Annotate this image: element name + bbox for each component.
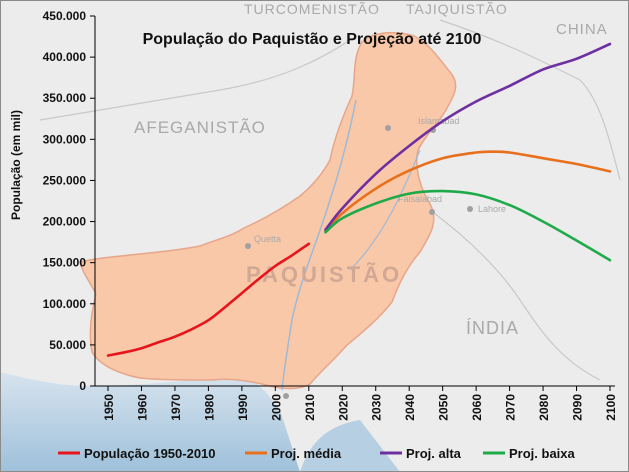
- x-tick-label: 2080: [537, 394, 551, 421]
- x-tick-label: 2020: [336, 394, 350, 421]
- x-tick-label: 1960: [135, 394, 149, 421]
- y-tick-label: 200.000: [43, 215, 87, 229]
- map-label-quetta: Quetta: [254, 234, 281, 244]
- indus-river: [281, 99, 357, 391]
- y-axis-label: População (em mil): [9, 110, 23, 220]
- x-tick-label: 2040: [403, 394, 417, 421]
- x-tick-label: 1990: [236, 394, 250, 421]
- map-label-paquistao: PAQUISTÃO: [246, 262, 402, 287]
- map-label-neighbor-ne: TAJIQUISTÃO: [406, 1, 508, 17]
- x-tick-label: 2000: [269, 394, 283, 421]
- map-label-neighbor-nw: TURCOMENISTÃO: [244, 1, 380, 17]
- map-label-faisalabad: Faisalabad: [398, 194, 442, 204]
- map-label-afeganistao: AFEGANISTÃO: [134, 118, 266, 137]
- series-line-2: [324, 42, 612, 232]
- legend: População 1950-2010 Proj. média Proj. alta…: [58, 446, 576, 461]
- x-tick-label: 2100: [604, 394, 618, 421]
- city-dot-north: [385, 125, 391, 131]
- x-tick-label: 2050: [437, 394, 451, 421]
- y-tick-label: 300.000: [43, 132, 87, 146]
- y-tick-label: 0: [79, 379, 86, 393]
- city-dot-south: [283, 393, 289, 399]
- chart-series: [106, 42, 612, 357]
- x-tick-label: 2070: [504, 394, 518, 421]
- y-tick-label: 400.000: [43, 50, 87, 64]
- y-tick-label: 100.000: [43, 297, 87, 311]
- x-tick-label: 2060: [470, 394, 484, 421]
- river-tributary: [349, 149, 421, 271]
- map-label-lahore: Lahore: [478, 204, 506, 214]
- arabian-sea: [0, 372, 300, 472]
- legend-label-0: População 1950-2010: [84, 446, 216, 461]
- x-tick-label: 1980: [202, 394, 216, 421]
- series-line-1: [324, 150, 612, 233]
- map-label-india: ÍNDIA: [466, 318, 519, 338]
- india-border: [429, 209, 601, 381]
- series-line-3: [324, 189, 612, 262]
- x-tick-label: 1970: [169, 394, 183, 421]
- y-tick-label: 450.000: [43, 9, 87, 23]
- series-line-0: [106, 242, 311, 357]
- city-dot-faisalabad: [429, 209, 435, 215]
- city-dot-lahore: [467, 206, 473, 212]
- pakistan-territory: [79, 31, 457, 390]
- chart-title: População do Paquistão e Projeção até 21…: [143, 31, 482, 48]
- y-tick-label: 250.000: [43, 173, 87, 187]
- map-label-islamabad: Islamabad: [418, 116, 460, 126]
- afghan-border: [39, 39, 351, 121]
- map-label-china: CHINA: [556, 21, 608, 38]
- china-border: [439, 19, 621, 181]
- legend-label-1: Proj. média: [271, 446, 342, 461]
- y-tick-label: 50.000: [49, 338, 86, 352]
- y-tick-label: 150.000: [43, 256, 87, 270]
- legend-label-3: Proj. baixa: [509, 446, 576, 461]
- x-tick-label: 2090: [571, 394, 585, 421]
- y-tick-label: 350.000: [43, 91, 87, 105]
- city-dot-quetta: [245, 243, 251, 249]
- indian-ocean-coast: [300, 420, 400, 472]
- legend-label-2: Proj. alta: [406, 446, 462, 461]
- chart-axes: 0 50.000 100.000 150.000 200.000 250.000 300.0…: [43, 9, 618, 421]
- x-tick-label: 1950: [102, 394, 116, 421]
- x-tick-label: 2030: [370, 394, 384, 421]
- x-tick-label: 2010: [303, 394, 317, 421]
